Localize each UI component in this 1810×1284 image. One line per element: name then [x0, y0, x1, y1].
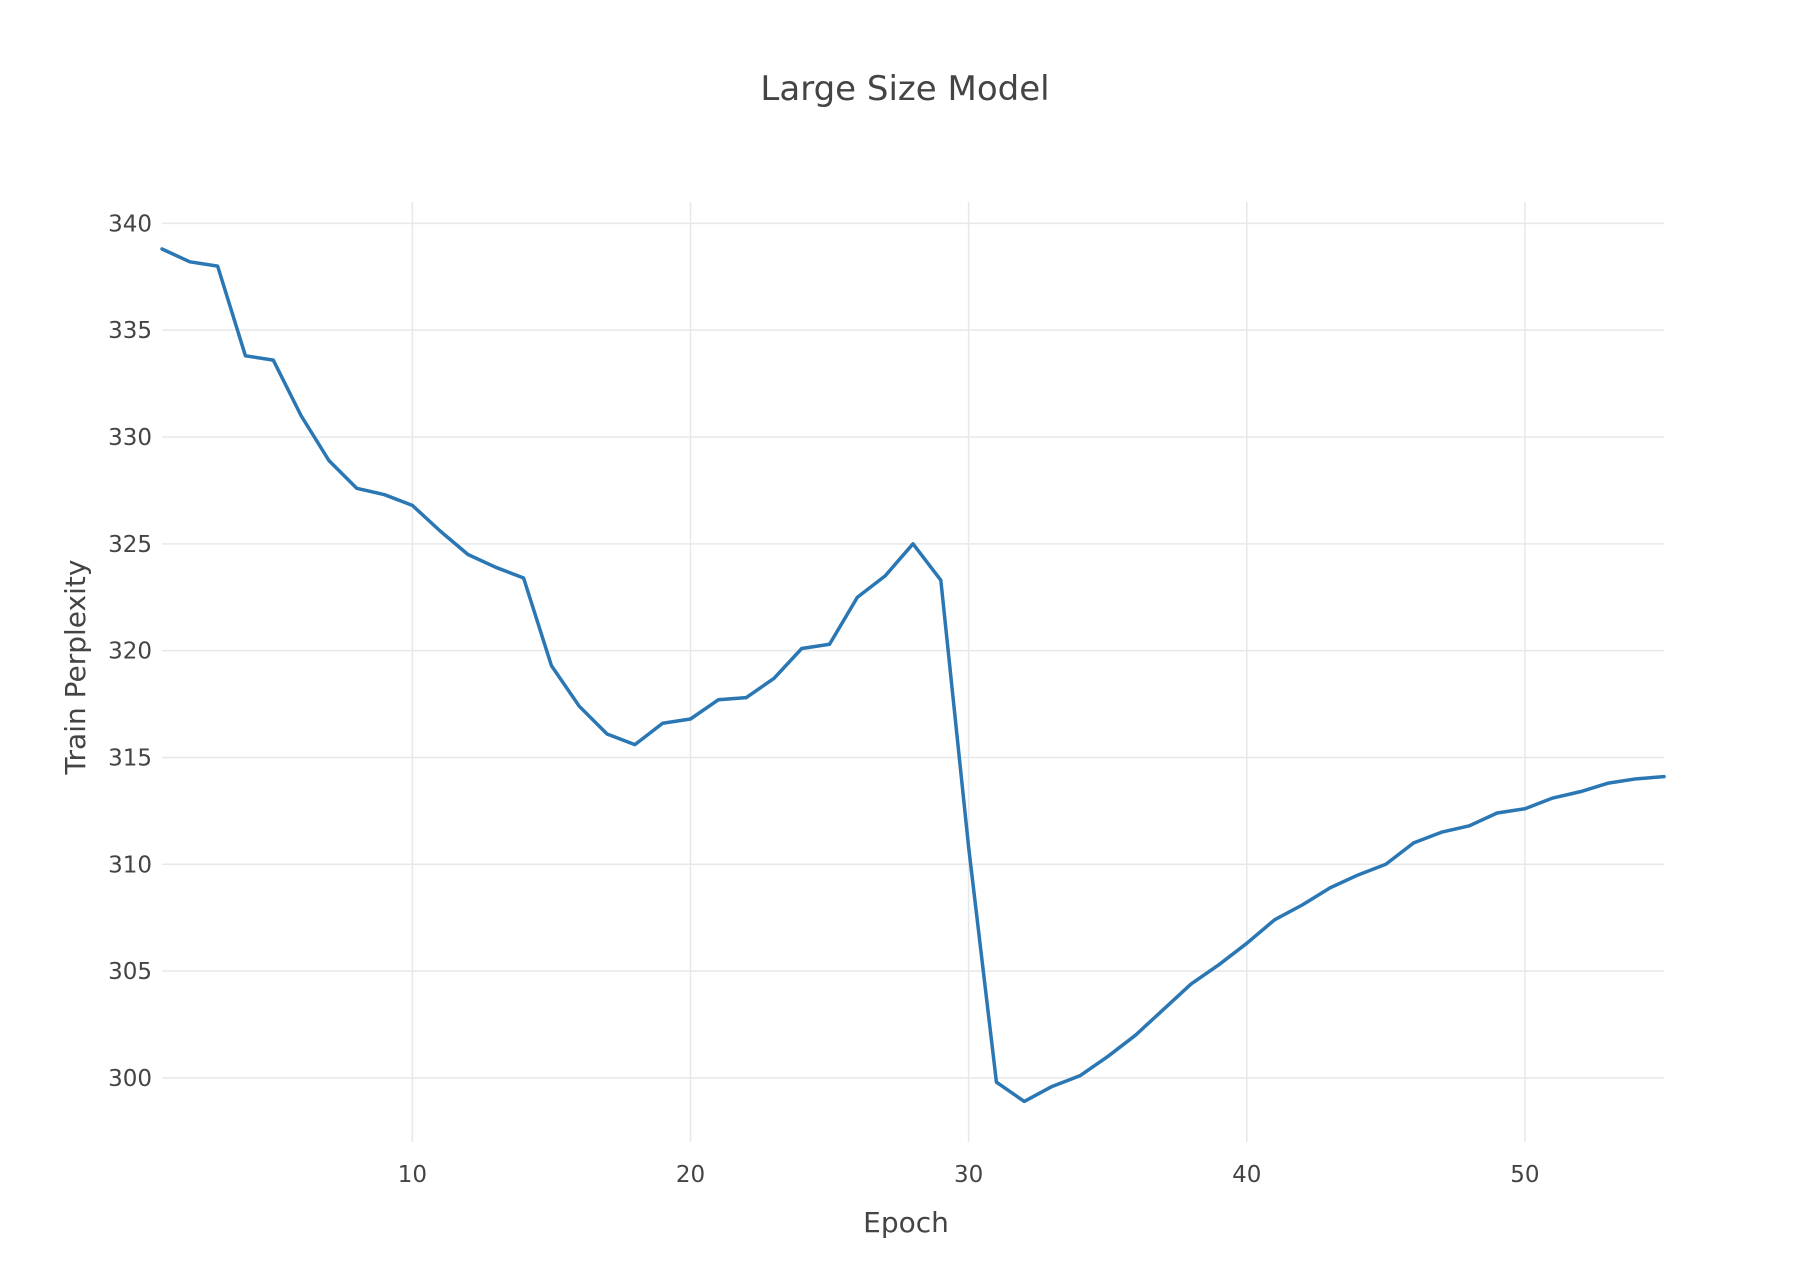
data-point	[1272, 917, 1278, 923]
data-point	[1216, 962, 1222, 968]
data-point	[437, 528, 443, 534]
data-point	[493, 564, 499, 570]
data-point	[632, 742, 638, 748]
grid	[162, 202, 1664, 1142]
data-point	[354, 485, 360, 491]
data-point	[326, 458, 332, 464]
data-point	[1327, 885, 1333, 891]
data-point	[465, 552, 471, 558]
x-tick-label: 50	[1510, 1162, 1539, 1188]
x-axis-title: Epoch	[863, 1206, 949, 1239]
y-tick-label: 300	[108, 1066, 152, 1092]
data-point	[576, 703, 582, 709]
y-tick-label: 340	[108, 211, 152, 237]
data-point	[270, 357, 276, 363]
data-point	[215, 263, 221, 269]
data-point	[521, 575, 527, 581]
data-point	[298, 413, 304, 419]
data-point	[1077, 1073, 1083, 1079]
data-point	[743, 695, 749, 701]
data-point	[382, 492, 388, 498]
y-tick-label: 310	[108, 852, 152, 878]
data-point	[1550, 795, 1556, 801]
series-layer	[159, 246, 1667, 1104]
data-point	[910, 541, 916, 547]
data-point	[1466, 823, 1472, 829]
data-point	[799, 646, 805, 652]
data-point	[1049, 1083, 1055, 1089]
data-point	[1021, 1098, 1027, 1104]
data-point	[1605, 780, 1611, 786]
data-point	[1299, 902, 1305, 908]
data-point	[854, 594, 860, 600]
y-tick-label: 315	[108, 745, 152, 771]
data-point	[1133, 1032, 1139, 1038]
data-point	[827, 641, 833, 647]
data-point	[771, 675, 777, 681]
data-point	[938, 577, 944, 583]
data-point	[687, 716, 693, 722]
y-tick-label: 305	[108, 959, 152, 985]
tick-labels: 300 305 310 315 320 325 330 335 340 10 20 30 40 50	[108, 211, 1539, 1188]
x-tick-label: 40	[1232, 1162, 1261, 1188]
y-tick-label: 320	[108, 639, 152, 665]
data-point	[1105, 1054, 1111, 1060]
data-point	[1438, 829, 1444, 835]
x-tick-label: 10	[398, 1162, 427, 1188]
data-point	[187, 259, 193, 265]
data-point	[882, 573, 888, 579]
data-point	[660, 720, 666, 726]
data-point	[159, 246, 165, 252]
data-point	[1383, 861, 1389, 867]
data-point	[1522, 806, 1528, 812]
series-line	[160, 247, 1666, 1104]
y-tick-label: 325	[108, 532, 152, 558]
data-point	[1244, 940, 1250, 946]
y-tick-label: 330	[108, 425, 152, 451]
data-point	[1633, 776, 1639, 782]
chart-title: Large Size Model	[760, 69, 1049, 109]
y-axis-title: Train Perplexity	[59, 560, 92, 776]
data-point	[1494, 810, 1500, 816]
x-tick-label: 30	[954, 1162, 983, 1188]
data-point	[1160, 1007, 1166, 1013]
data-point	[1661, 774, 1667, 780]
data-point	[409, 502, 415, 508]
y-tick-label: 335	[108, 318, 152, 344]
x-tick-label: 20	[676, 1162, 705, 1188]
data-point	[715, 697, 721, 703]
data-point	[1355, 872, 1361, 878]
data-point	[966, 844, 972, 850]
data-point	[1188, 981, 1194, 987]
data-point	[604, 731, 610, 737]
data-point	[1578, 789, 1584, 795]
data-point	[993, 1079, 999, 1085]
data-point	[242, 353, 248, 359]
data-point	[548, 663, 554, 669]
data-point	[1411, 840, 1417, 846]
